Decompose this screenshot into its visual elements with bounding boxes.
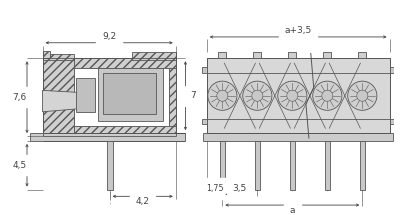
Polygon shape	[358, 52, 366, 58]
Polygon shape	[107, 141, 112, 189]
Text: 4,5: 4,5	[12, 161, 26, 170]
Text: 7,6: 7,6	[12, 93, 26, 102]
Polygon shape	[74, 126, 176, 136]
Text: 4,2: 4,2	[136, 197, 150, 206]
Polygon shape	[42, 51, 50, 58]
Circle shape	[348, 81, 377, 110]
Polygon shape	[76, 78, 95, 112]
Polygon shape	[98, 68, 163, 121]
Circle shape	[313, 81, 342, 110]
Circle shape	[208, 81, 237, 110]
Text: 1,75: 1,75	[206, 184, 223, 193]
Polygon shape	[207, 58, 390, 133]
Circle shape	[278, 81, 307, 110]
Circle shape	[217, 90, 228, 101]
Polygon shape	[360, 141, 365, 189]
Polygon shape	[203, 133, 394, 141]
Polygon shape	[218, 52, 226, 58]
Text: 3,5: 3,5	[233, 184, 247, 193]
Polygon shape	[255, 141, 260, 189]
Circle shape	[322, 90, 333, 101]
Text: a: a	[290, 206, 295, 215]
Polygon shape	[169, 68, 176, 126]
Polygon shape	[74, 58, 176, 68]
Circle shape	[357, 90, 368, 101]
Polygon shape	[42, 58, 74, 136]
Circle shape	[252, 90, 263, 101]
Polygon shape	[325, 141, 330, 189]
Circle shape	[287, 90, 298, 101]
Polygon shape	[42, 90, 78, 112]
Text: 9,2: 9,2	[102, 32, 116, 41]
Text: a+3,5: a+3,5	[284, 26, 312, 35]
Polygon shape	[30, 133, 186, 141]
Polygon shape	[42, 54, 74, 60]
Circle shape	[243, 81, 272, 110]
Polygon shape	[254, 52, 261, 58]
Polygon shape	[324, 52, 331, 58]
Polygon shape	[220, 141, 225, 189]
Polygon shape	[390, 119, 394, 124]
Polygon shape	[202, 67, 207, 73]
Polygon shape	[74, 68, 169, 126]
Polygon shape	[290, 141, 295, 189]
Polygon shape	[132, 52, 176, 60]
Polygon shape	[103, 73, 156, 114]
Polygon shape	[288, 52, 296, 58]
Text: 7: 7	[190, 91, 196, 100]
Polygon shape	[390, 67, 394, 73]
Polygon shape	[202, 119, 207, 124]
